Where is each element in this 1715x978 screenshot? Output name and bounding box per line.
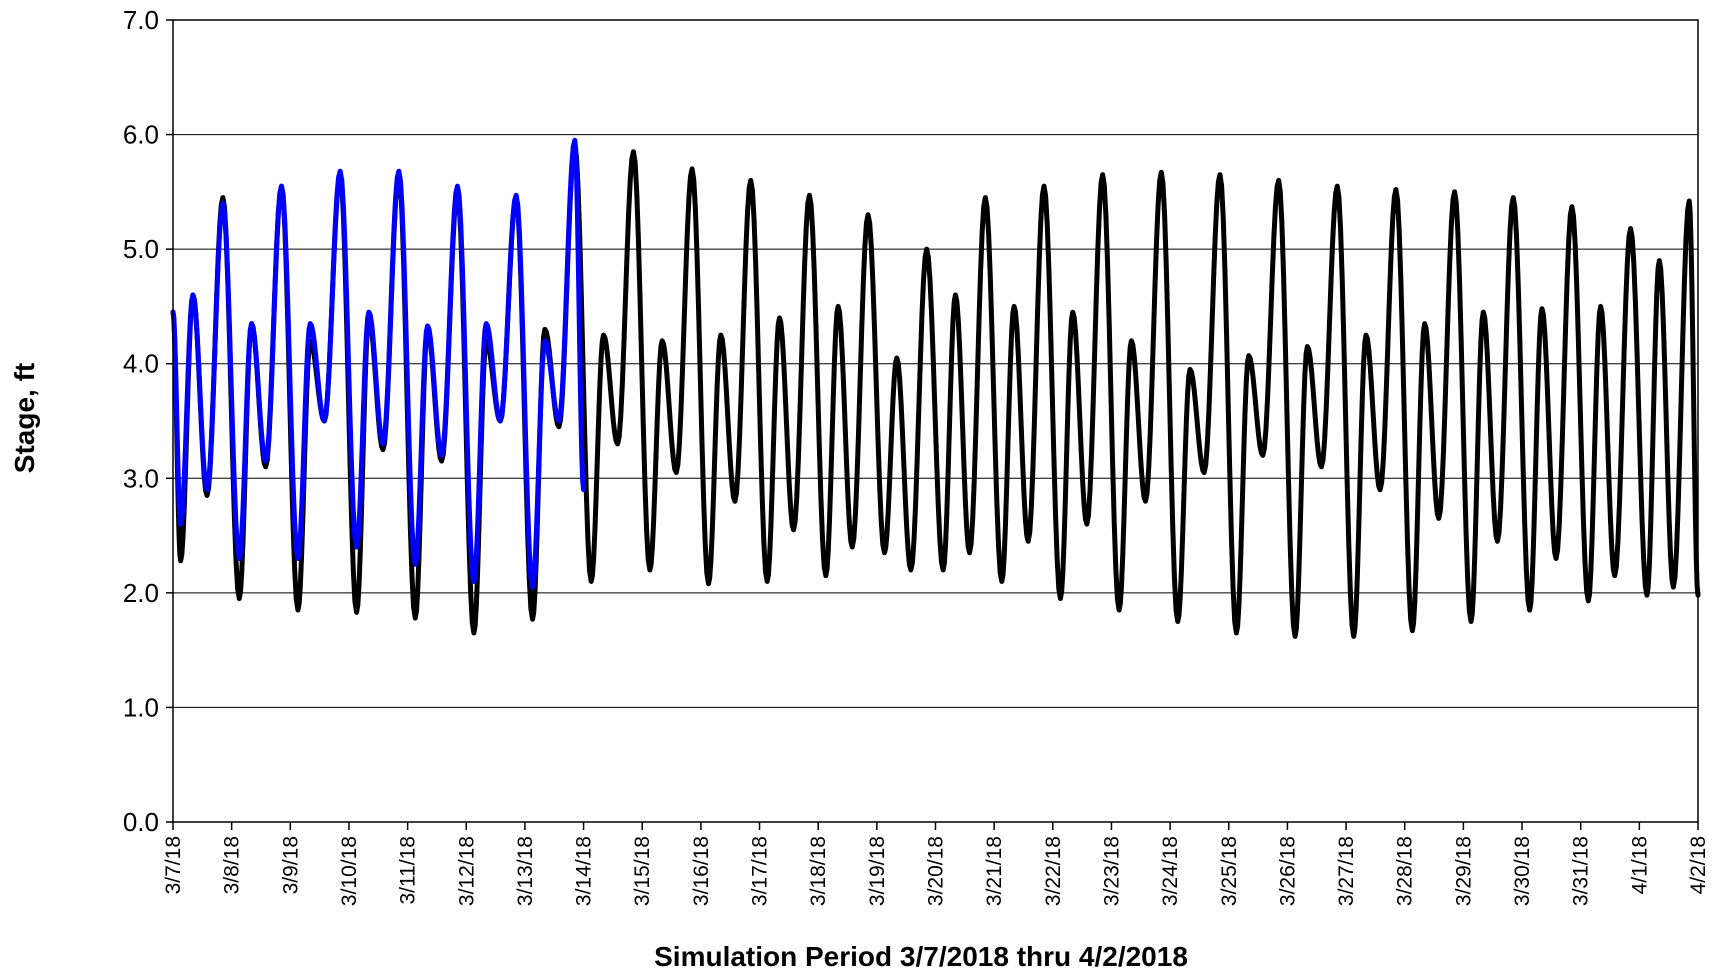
x-tick-label: 3/28/18 bbox=[1394, 836, 1417, 906]
x-tick-label: 3/8/18 bbox=[221, 836, 244, 894]
x-tick-label: 3/11/18 bbox=[397, 836, 420, 905]
y-tick-label: 3.0 bbox=[123, 463, 159, 493]
x-tick-label: 3/23/18 bbox=[1100, 836, 1123, 906]
x-tick-label: 3/12/18 bbox=[455, 836, 478, 906]
x-tick-label: 4/2/18 bbox=[1687, 836, 1710, 894]
y-tick-label: 4.0 bbox=[123, 349, 159, 379]
x-tick-label: 3/26/18 bbox=[1276, 836, 1299, 906]
series-lines bbox=[170, 137, 1701, 639]
axes bbox=[166, 19, 1699, 830]
x-axis-title: Simulation Period 3/7/2018 thru 4/2/2018 bbox=[654, 941, 1188, 972]
x-tick-label: 3/7/18 bbox=[162, 836, 185, 894]
x-tick-label: 3/19/18 bbox=[866, 836, 889, 906]
x-tick-label: 3/13/18 bbox=[514, 836, 537, 906]
x-tick-label: 3/20/18 bbox=[925, 836, 948, 906]
x-tick-label: 3/10/18 bbox=[338, 836, 361, 906]
x-tick-label: 3/15/18 bbox=[631, 836, 654, 906]
x-tick-label: 3/18/18 bbox=[807, 836, 830, 906]
x-tick-label: 3/14/18 bbox=[573, 836, 596, 906]
x-tick-label: 3/16/18 bbox=[690, 836, 713, 906]
y-tick-labels: 0.0 1.0 2.0 3.0 4.0 5.0 6.0 7.0 bbox=[123, 5, 159, 837]
x-tick-labels: 3/7/18 3/8/18 3/9/18 3/10/18 3/11/18 3/12/18 3… bbox=[162, 836, 1710, 906]
x-tick-label: 3/21/18 bbox=[983, 836, 1006, 906]
x-tick-label: 3/9/18 bbox=[279, 836, 302, 894]
y-tick-label: 1.0 bbox=[123, 692, 159, 722]
y-axis-title: Stage, ft bbox=[9, 363, 40, 473]
y-tick-label: 7.0 bbox=[123, 5, 159, 35]
y-tick-label: 2.0 bbox=[123, 578, 159, 608]
x-tick-label: 4/1/18 bbox=[1628, 836, 1651, 894]
x-tick-label: 3/31/18 bbox=[1570, 836, 1593, 906]
series-line-blue bbox=[170, 137, 587, 590]
x-tick-label: 3/24/18 bbox=[1159, 836, 1182, 906]
x-tick-label: 3/17/18 bbox=[749, 836, 772, 906]
y-tick-label: 5.0 bbox=[123, 234, 159, 264]
y-tick-label: 0.0 bbox=[123, 807, 159, 837]
x-tick-label: 3/30/18 bbox=[1511, 836, 1534, 906]
x-tick-label: 3/25/18 bbox=[1218, 836, 1241, 906]
x-tick-label: 3/22/18 bbox=[1042, 836, 1065, 906]
x-tick-label: 3/27/18 bbox=[1335, 836, 1358, 906]
x-tick-label: 3/29/18 bbox=[1452, 836, 1475, 906]
y-tick-label: 6.0 bbox=[123, 120, 159, 150]
